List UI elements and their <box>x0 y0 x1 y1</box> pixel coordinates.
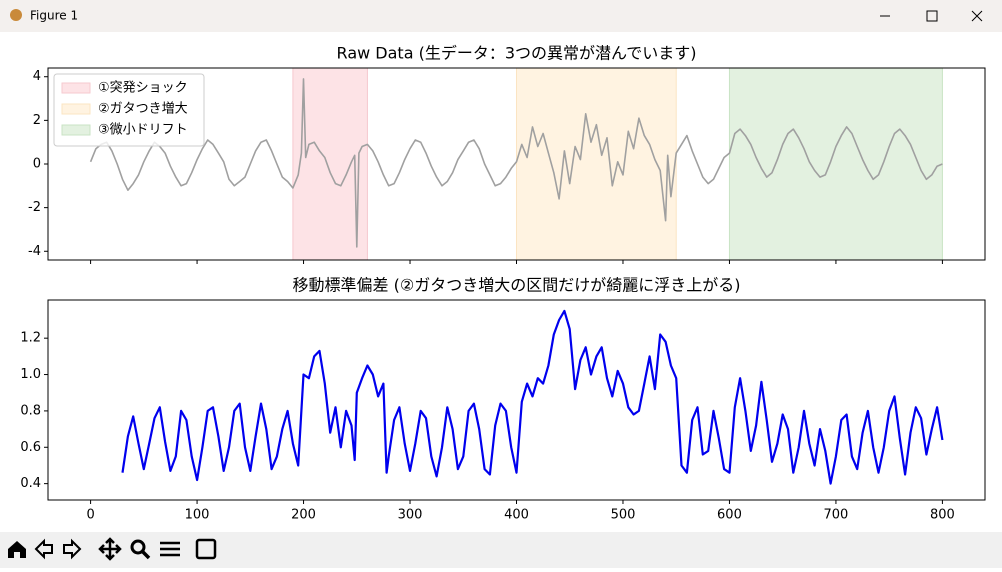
y-tick-label: 0.4 <box>20 476 41 491</box>
y-tick-label: 0 <box>33 157 41 172</box>
legend-swatch <box>61 82 91 94</box>
legend-box <box>53 73 205 147</box>
span <box>516 67 677 261</box>
app-icon <box>10 9 22 21</box>
series-line <box>89 78 943 248</box>
pan-button[interactable] <box>98 537 122 561</box>
y-tick-label: 0.6 <box>20 440 41 455</box>
x-tick-label: 100 <box>185 508 210 523</box>
y-tick-label: 1.0 <box>20 367 41 382</box>
toolbar <box>0 532 1002 568</box>
zoom-handle <box>140 549 151 560</box>
window-title: Figure 1 <box>30 9 78 23</box>
x-tick-label: 700 <box>824 508 849 523</box>
chart-title: Raw Data (生データ：3つの異常が潜んでいます) <box>337 44 697 63</box>
y-tick-label: -4 <box>28 244 41 259</box>
zoom-button[interactable] <box>130 539 146 555</box>
series-line <box>121 309 944 485</box>
home-button[interactable] <box>8 541 26 558</box>
legend-label: ②ガタつき増大 <box>98 102 188 117</box>
legend-swatch <box>61 124 91 136</box>
x-tick-label: 300 <box>398 508 423 523</box>
x-tick-label: 500 <box>611 508 636 523</box>
y-tick-label: 0.8 <box>20 403 41 418</box>
legend-label: ①突発ショック <box>98 80 188 96</box>
x-tick-label: 800 <box>930 508 955 523</box>
close-button[interactable] <box>971 10 983 22</box>
x-tick-label: 600 <box>717 508 742 523</box>
x-tick-label: 200 <box>291 508 316 523</box>
legend-label: ③微小ドリフト <box>98 123 188 138</box>
y-tick-label: 4 <box>33 69 41 84</box>
maximize-button[interactable] <box>926 10 938 22</box>
save-button[interactable] <box>195 538 217 560</box>
title-bar <box>0 0 1002 32</box>
x-tick-label: 400 <box>504 508 529 523</box>
y-tick-label: 2 <box>33 113 41 128</box>
x-tick-label: 0 <box>86 508 94 523</box>
configure-button[interactable] <box>160 541 180 557</box>
axes-frame <box>47 299 986 501</box>
chart-title: 移動標準偏差 (②ガタつき増大の区間だけが綺麗に浮き上がる) <box>293 276 741 295</box>
back-button[interactable] <box>34 538 53 560</box>
legend-swatch <box>61 103 91 115</box>
y-tick-label: -2 <box>28 200 41 215</box>
axes-frame <box>47 67 986 261</box>
forward-button[interactable] <box>63 538 82 560</box>
y-tick-label: 1.2 <box>20 331 41 346</box>
span <box>728 67 943 261</box>
